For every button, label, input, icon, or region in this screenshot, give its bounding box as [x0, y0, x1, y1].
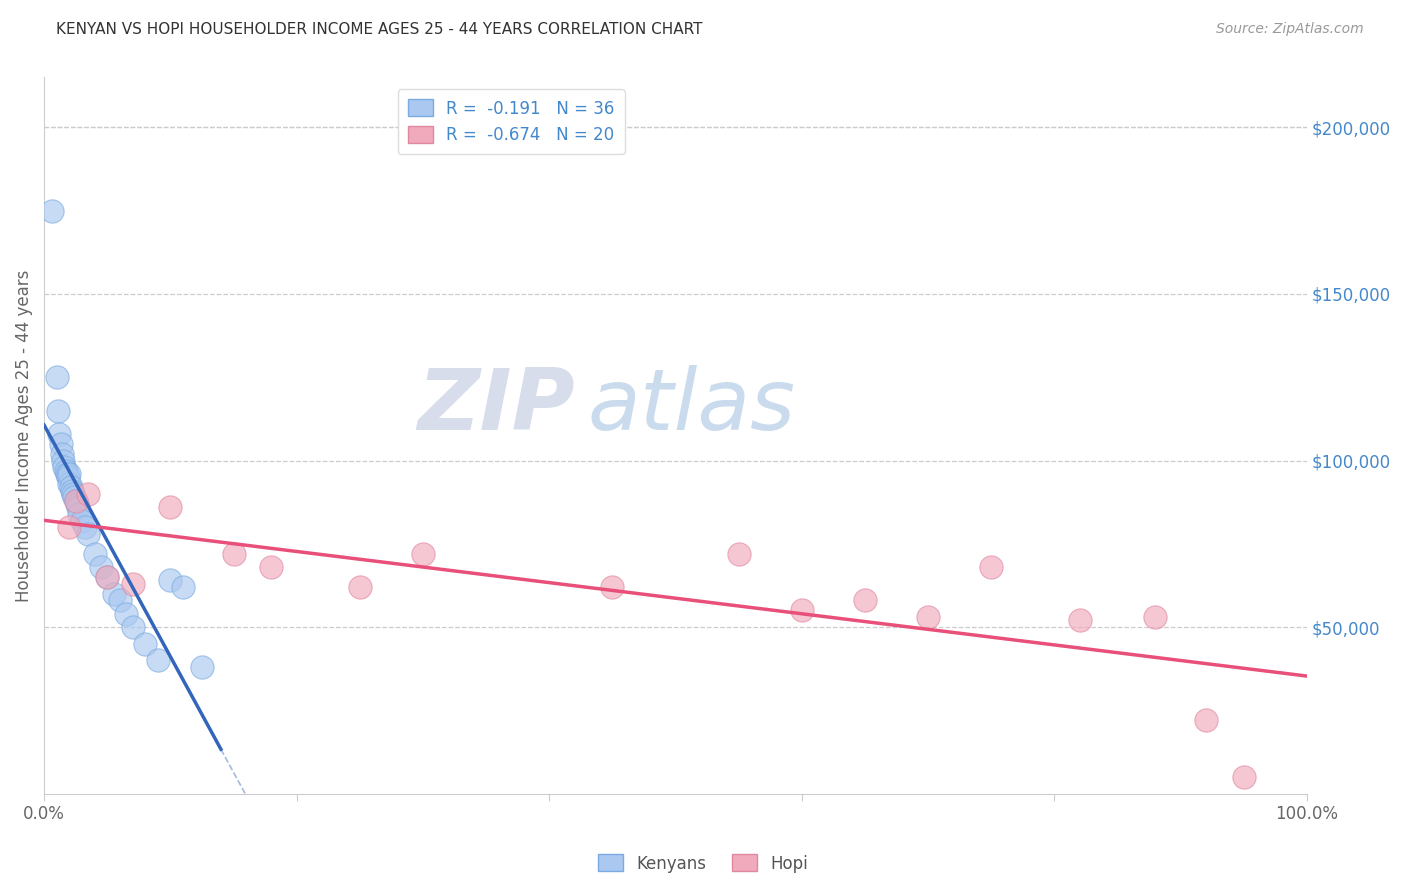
Point: [260, 560, 283, 574]
Legend: R =  -0.191   N = 36, R =  -0.674   N = 20: R = -0.191 N = 36, R = -0.674 N = 20: [398, 89, 624, 154]
Point: [727, 547, 749, 561]
Point: [62, 487, 84, 501]
Point: [1144, 610, 1167, 624]
Point: [60, 483, 83, 498]
Point: [146, 653, 169, 667]
Point: [41, 203, 63, 218]
Point: [48, 426, 70, 441]
Point: [917, 610, 939, 624]
Point: [65, 493, 87, 508]
Point: [58, 467, 80, 481]
Point: [70, 514, 93, 528]
Y-axis label: Householder Income Ages 25 - 44 years: Householder Income Ages 25 - 44 years: [15, 269, 32, 602]
Point: [980, 560, 1002, 574]
Point: [53, 460, 76, 475]
Point: [349, 580, 371, 594]
Text: ZIP: ZIP: [418, 366, 575, 449]
Point: [56, 467, 79, 481]
Point: [134, 637, 156, 651]
Point: [58, 476, 80, 491]
Point: [73, 520, 96, 534]
Point: [49, 437, 72, 451]
Point: [853, 593, 876, 607]
Point: [77, 487, 100, 501]
Point: [1233, 770, 1256, 784]
Point: [121, 576, 143, 591]
Point: [56, 470, 79, 484]
Point: [77, 526, 100, 541]
Point: [46, 403, 69, 417]
Point: [55, 464, 77, 478]
Point: [412, 547, 434, 561]
Point: [222, 547, 245, 561]
Point: [1069, 614, 1091, 628]
Text: atlas: atlas: [588, 366, 796, 449]
Point: [83, 547, 105, 561]
Point: [51, 447, 73, 461]
Point: [58, 520, 80, 534]
Point: [66, 497, 89, 511]
Text: Source: ZipAtlas.com: Source: ZipAtlas.com: [1216, 22, 1364, 37]
Point: [159, 500, 181, 515]
Point: [67, 500, 90, 515]
Point: [69, 507, 91, 521]
Point: [103, 587, 125, 601]
Point: [159, 574, 181, 588]
Point: [121, 620, 143, 634]
Legend: Kenyans, Hopi: Kenyans, Hopi: [592, 847, 814, 880]
Point: [172, 580, 194, 594]
Point: [65, 493, 87, 508]
Text: KENYAN VS HOPI HOUSEHOLDER INCOME AGES 25 - 44 YEARS CORRELATION CHART: KENYAN VS HOPI HOUSEHOLDER INCOME AGES 2…: [56, 22, 703, 37]
Point: [96, 570, 118, 584]
Point: [790, 603, 813, 617]
Point: [115, 607, 138, 621]
Point: [96, 570, 118, 584]
Point: [108, 593, 131, 607]
Point: [63, 490, 86, 504]
Point: [59, 480, 82, 494]
Point: [191, 660, 214, 674]
Point: [602, 580, 624, 594]
Point: [1195, 714, 1218, 728]
Point: [90, 560, 112, 574]
Point: [45, 370, 67, 384]
Point: [52, 453, 75, 467]
